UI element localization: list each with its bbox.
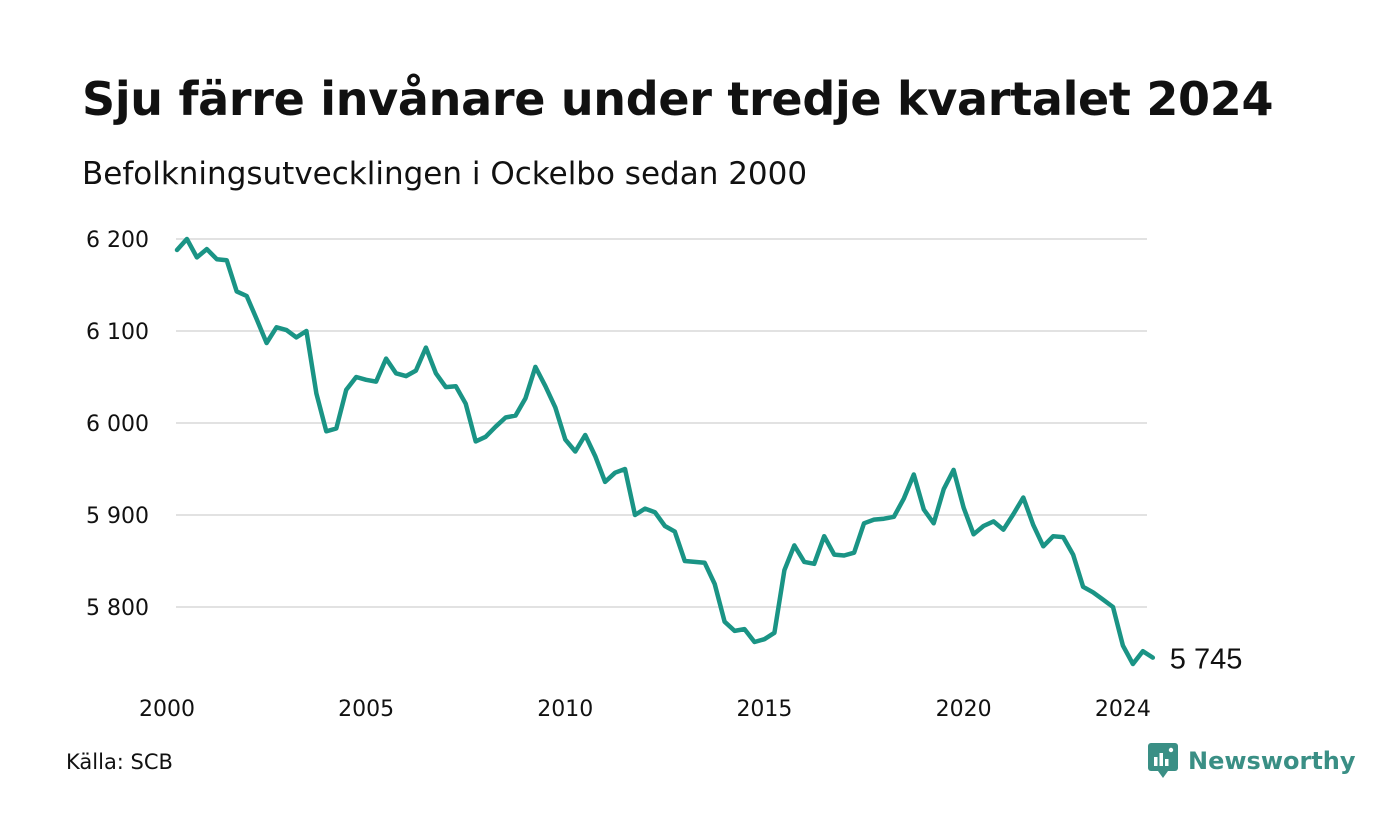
- x-tick-label: 2005: [338, 697, 394, 722]
- chart-title: Sju färre invånare under tredje kvartale…: [82, 72, 1274, 126]
- chart-subtitle: Befolkningsutvecklingen i Ockelbo sedan …: [82, 156, 808, 192]
- brand-logo: Newsworthy: [1148, 743, 1356, 779]
- source-label: Källa: SCB: [66, 750, 173, 774]
- x-tick-label: 2024: [1095, 697, 1151, 722]
- grid-lines: [176, 238, 1147, 608]
- y-axis-labels: 5 800 5 900 6 000 6 100 6 200: [86, 228, 149, 621]
- y-tick-label: 5 800: [86, 596, 149, 621]
- end-value-label: 5 745: [1170, 644, 1243, 676]
- x-tick-label: 2000: [139, 697, 195, 722]
- x-axis-labels: 2000 2005 2010 2015 2020 2024: [139, 697, 1151, 722]
- y-tick-label: 6 000: [86, 412, 149, 437]
- x-tick-label: 2020: [936, 697, 992, 722]
- population-line: [174, 236, 1156, 667]
- brand-name: Newsworthy: [1188, 747, 1356, 775]
- newsworthy-chart-icon: [1148, 743, 1178, 778]
- x-tick-label: 2015: [736, 697, 792, 722]
- y-tick-label: 5 900: [86, 504, 149, 529]
- y-tick-label: 6 100: [86, 320, 149, 345]
- x-tick-label: 2010: [537, 697, 593, 722]
- y-tick-label: 6 200: [86, 228, 149, 253]
